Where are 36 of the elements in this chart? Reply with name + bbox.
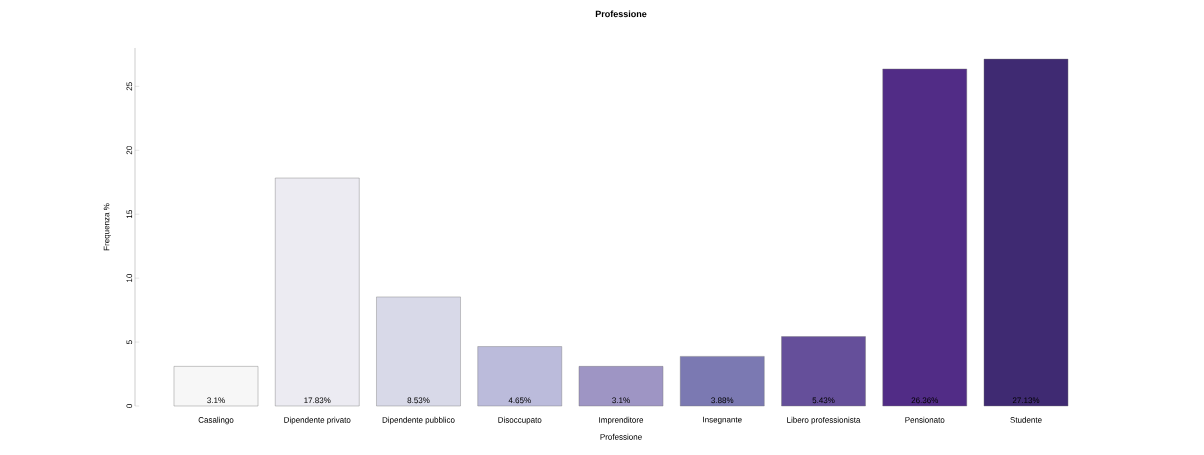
bar [781,336,866,407]
x-tick-label: Insegnante [703,416,742,425]
y-tick-label: 0 [126,404,133,408]
data-label: 5.43% [812,397,835,404]
bar [680,356,765,407]
y-tick-label: 15 [126,210,133,219]
data-label: 4.65% [508,397,531,404]
x-tick-label: Imprenditore [599,416,644,425]
y-tick-label: 20 [126,146,133,155]
data-label: 3.1% [612,397,630,404]
chart-title: Professione [595,10,647,18]
y-axis-title: Frequenza % [103,203,111,251]
data-label: 3.1% [207,397,225,404]
x-tick-label: Casalingo [198,416,234,425]
y-tick-label: 25 [126,82,133,91]
x-tick-label: Disoccupato [498,416,542,425]
x-tick-label: Studente [1010,416,1042,423]
bar [882,68,967,407]
bar [376,296,461,407]
data-label: 27.13% [1012,397,1040,404]
data-label: 8.53% [407,397,430,404]
data-label: 3.88% [711,397,734,404]
bar [173,366,259,407]
bar [578,366,664,407]
bar [477,346,562,407]
data-label: 26.36% [911,397,939,404]
x-tick-label: Libero professionista [787,416,861,425]
bar [275,177,360,407]
x-tick-label: Dipendente privato [284,416,351,425]
bar [983,58,1069,407]
y-tick-label: 5 [126,340,133,344]
data-label: 17.83% [304,397,331,404]
x-axis-title: Professione [600,433,642,440]
y-tick-label: 10 [126,274,133,282]
x-tick-label: Pensionato [905,416,945,423]
x-tick-label: Dipendente pubblico [382,416,455,425]
